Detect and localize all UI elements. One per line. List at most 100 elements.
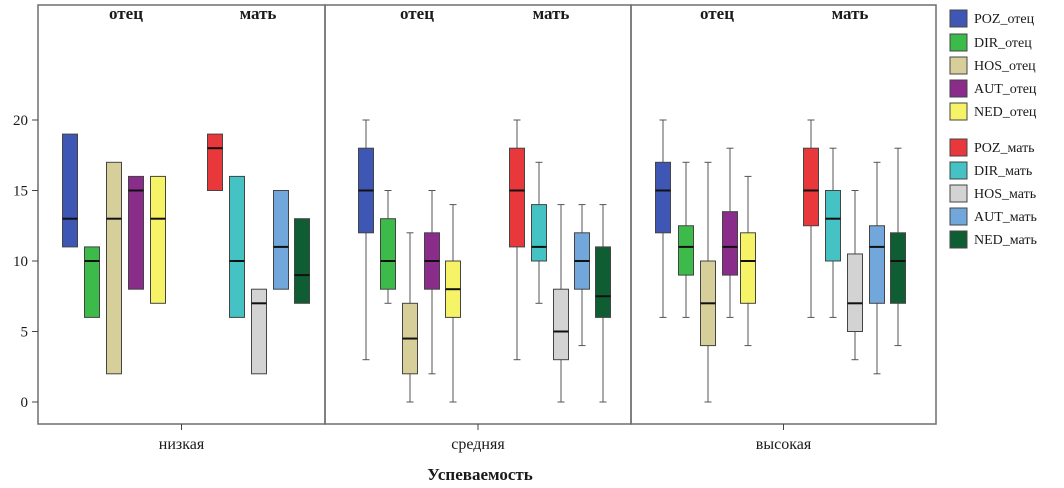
box-AUT_отец-низкая bbox=[128, 175, 144, 290]
y-tick-label: 10 bbox=[13, 254, 28, 270]
y-tick-label: 0 bbox=[21, 395, 29, 411]
box-iqr bbox=[847, 253, 863, 332]
y-axis: 0 5 10 15 20 bbox=[13, 113, 38, 411]
group-label: мать bbox=[240, 4, 277, 23]
legend-item: DIR_отец bbox=[949, 33, 1032, 52]
box-DIR_мать-высокая bbox=[825, 147, 841, 318]
box-POZ_мать-высокая bbox=[803, 119, 819, 318]
box-iqr bbox=[678, 225, 694, 276]
legend-label: AUT_мать bbox=[974, 210, 1037, 225]
box-HOS_отец-средняя bbox=[402, 232, 418, 403]
plot-panels: отец мать отец мать отец мать bbox=[37, 4, 937, 425]
legend-swatch bbox=[949, 161, 968, 180]
legend-label: DIR_мать bbox=[974, 164, 1032, 179]
y-tick-label: 15 bbox=[13, 184, 28, 200]
legend-item: NED_мать bbox=[949, 230, 1037, 249]
box-iqr bbox=[273, 190, 289, 290]
box-NED_отец-средняя bbox=[445, 204, 461, 403]
box-NED_мать-высокая bbox=[890, 147, 906, 347]
box-DIR_мать-средняя bbox=[531, 161, 547, 304]
legend-label: POZ_отец bbox=[974, 12, 1035, 27]
legend-item: POZ_мать bbox=[949, 138, 1035, 157]
legend-swatch bbox=[949, 79, 968, 98]
legend-item: DIR_мать bbox=[949, 161, 1032, 180]
box-marks bbox=[62, 119, 906, 403]
legend-swatch bbox=[949, 9, 968, 28]
box-DIR_отец-средняя bbox=[380, 190, 396, 304]
box-iqr bbox=[722, 211, 738, 276]
box-iqr bbox=[869, 225, 885, 304]
legend-label: HOS_мать bbox=[974, 187, 1036, 202]
group-label: отец bbox=[700, 4, 734, 23]
box-iqr bbox=[128, 175, 144, 290]
box-POZ_отец-низкая bbox=[62, 133, 78, 248]
box-AUT_отец-средняя bbox=[424, 190, 440, 375]
box-DIR_мать-низкая bbox=[229, 175, 245, 318]
box-AUT_мать-низкая bbox=[273, 190, 289, 290]
box-iqr bbox=[84, 246, 100, 318]
legend-label: DIR_отец bbox=[974, 36, 1032, 51]
legend-label: HOS_отец bbox=[974, 59, 1036, 74]
group-label: мать bbox=[832, 4, 869, 23]
legend-item: AUT_мать bbox=[949, 207, 1037, 226]
group-label: мать bbox=[533, 4, 570, 23]
box-NED_отец-высокая bbox=[740, 175, 756, 347]
y-tick-label: 5 bbox=[21, 325, 29, 341]
box-POZ_мать-низкая bbox=[207, 133, 223, 192]
legend-item: AUT_отец bbox=[949, 79, 1037, 98]
box-iqr bbox=[531, 204, 547, 262]
box-DIR_отец-низкая bbox=[84, 246, 100, 318]
legend-item: HOS_мать bbox=[949, 184, 1036, 203]
y-tick-label: 20 bbox=[13, 113, 28, 129]
box-HOS_мать-средняя bbox=[553, 204, 569, 403]
box-POZ_отец-высокая bbox=[655, 119, 671, 318]
box-iqr bbox=[553, 288, 569, 361]
box-iqr bbox=[655, 161, 671, 234]
box-iqr bbox=[207, 133, 223, 192]
box-AUT_отец-высокая bbox=[722, 147, 738, 318]
box-HOS_отец-высокая bbox=[700, 161, 716, 403]
box-iqr bbox=[825, 190, 841, 262]
legend: POZ_отец DIR_отец HOS_отец AUT_отец NED_отец… bbox=[949, 9, 1037, 249]
box-NED_мать-средняя bbox=[595, 204, 611, 403]
legend-item: NED_отец bbox=[949, 102, 1037, 121]
legend-swatch bbox=[949, 184, 968, 203]
x-tick-label: низкая bbox=[159, 436, 205, 453]
legend-label: AUT_отец bbox=[974, 82, 1037, 97]
box-POZ_мать-средняя bbox=[509, 119, 525, 361]
box-DIR_отец-высокая bbox=[678, 161, 694, 318]
box-iqr bbox=[294, 218, 310, 304]
panel-frame bbox=[630, 4, 937, 425]
box-AUT_мать-высокая bbox=[869, 161, 885, 375]
x-axis-title: Успеваемость bbox=[427, 465, 533, 484]
box-NED_мать-низкая bbox=[294, 218, 310, 304]
legend-swatch bbox=[949, 207, 968, 226]
box-iqr bbox=[150, 175, 166, 304]
box-iqr bbox=[595, 246, 611, 318]
legend-swatch bbox=[949, 56, 968, 75]
box-iqr bbox=[106, 161, 122, 375]
box-iqr bbox=[62, 133, 78, 248]
box-HOS_отец-низкая bbox=[106, 161, 122, 375]
box-HOS_мать-низкая bbox=[251, 288, 267, 375]
box-iqr bbox=[380, 218, 396, 290]
box-iqr bbox=[509, 147, 525, 248]
group-label: отец bbox=[109, 4, 143, 23]
box-NED_отец-низкая bbox=[150, 175, 166, 304]
legend-swatch bbox=[949, 138, 968, 157]
box-iqr bbox=[803, 147, 819, 227]
box-AUT_мать-средняя bbox=[574, 204, 590, 347]
x-tick-label: средняя bbox=[451, 436, 505, 453]
box-POZ_отец-средняя bbox=[358, 119, 374, 361]
box-iqr bbox=[251, 288, 267, 375]
box-iqr bbox=[890, 232, 906, 304]
box-iqr bbox=[229, 175, 245, 318]
legend-item: POZ_отец bbox=[949, 9, 1035, 28]
legend-label: NED_отец bbox=[974, 105, 1037, 120]
group-label: отец bbox=[400, 4, 434, 23]
box-HOS_мать-высокая bbox=[847, 190, 863, 361]
legend-swatch bbox=[949, 33, 968, 52]
x-axis: низкая средняя высокая bbox=[159, 424, 812, 453]
legend-swatch bbox=[949, 230, 968, 249]
